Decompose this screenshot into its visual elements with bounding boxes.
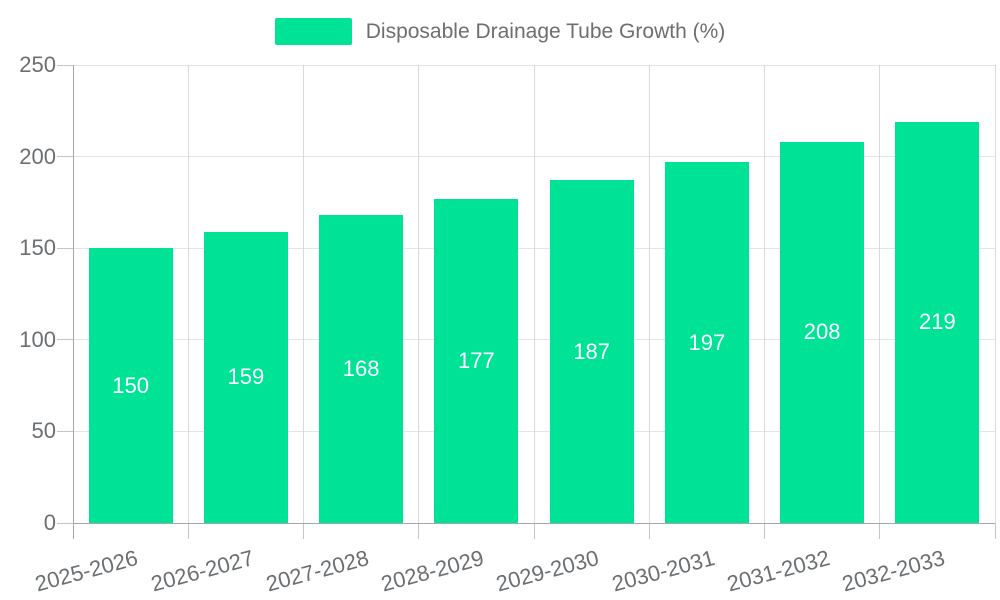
x-tick-label: 2029-2030 (493, 545, 602, 597)
x-gridline (879, 65, 881, 523)
x-tick-label: 2032-2033 (839, 545, 948, 597)
bar-value-label: 168 (342, 356, 380, 382)
x-gridline (648, 65, 650, 523)
x-gridline (533, 65, 535, 523)
bar-value-label: 219 (919, 309, 956, 335)
x-tick-mark (764, 523, 765, 539)
x-tick-label: 2026-2027 (147, 545, 257, 597)
y-tick-label: 200 (19, 143, 56, 169)
bar-2030-2031[interactable] (664, 162, 749, 523)
y-tick-mark (57, 339, 73, 341)
bar-value-label: 150 (112, 372, 149, 398)
x-tick-label: 2031-2032 (724, 545, 833, 597)
y-tick-label: 250 (19, 52, 56, 77)
x-tick-mark (994, 523, 996, 539)
bar-value-label: 208 (803, 319, 841, 345)
x-gridline (187, 65, 189, 523)
x-tick-label: 2028-2029 (378, 545, 487, 597)
y-tick-label: 0 (43, 510, 56, 535)
y-tick-mark (57, 522, 73, 524)
bar-2031-2032[interactable] (780, 141, 865, 523)
y-tick-mark (57, 156, 73, 158)
x-gridline (994, 65, 996, 523)
x-tick-mark (418, 523, 420, 539)
x-tick-label: 2027-2028 (263, 545, 372, 597)
x-tick-mark (879, 523, 881, 539)
bar-2032-2033[interactable] (895, 121, 980, 523)
x-tick-label: 2030-2031 (608, 545, 718, 597)
chart-legend[interactable]: Disposable Drainage Tube Growth (%) (0, 16, 1000, 46)
y-tick-mark (57, 247, 73, 249)
x-gridline (418, 65, 420, 523)
legend-marker-icon (274, 17, 352, 45)
y-tick-mark (57, 64, 73, 66)
bar-value-label: 197 (688, 329, 726, 355)
bar-2029-2030[interactable] (549, 180, 634, 523)
legend-label: Disposable Drainage Tube Growth (%) (365, 19, 726, 43)
bar-2028-2029[interactable] (434, 198, 519, 523)
bar-2026-2027[interactable] (203, 231, 288, 523)
y-axis-line (72, 65, 74, 539)
bar-value-label: 177 (458, 347, 495, 373)
y-tick-mark (57, 430, 73, 432)
x-gridline (764, 65, 765, 523)
y-tick-label: 150 (19, 235, 56, 261)
x-tick-mark (187, 523, 189, 539)
bar-value-label: 187 (573, 338, 610, 364)
x-axis-line (73, 522, 995, 524)
x-tick-mark (648, 523, 650, 539)
y-tick-label: 100 (19, 326, 56, 352)
x-tick-label: 2025-2026 (32, 545, 141, 597)
bar-2025-2026[interactable] (88, 248, 173, 523)
x-gridline (303, 65, 304, 523)
bar-2027-2028[interactable] (319, 215, 404, 523)
x-tick-mark (533, 523, 535, 539)
x-tick-mark (303, 523, 304, 539)
bar-value-label: 159 (227, 364, 265, 390)
y-tick-label: 50 (31, 418, 56, 444)
